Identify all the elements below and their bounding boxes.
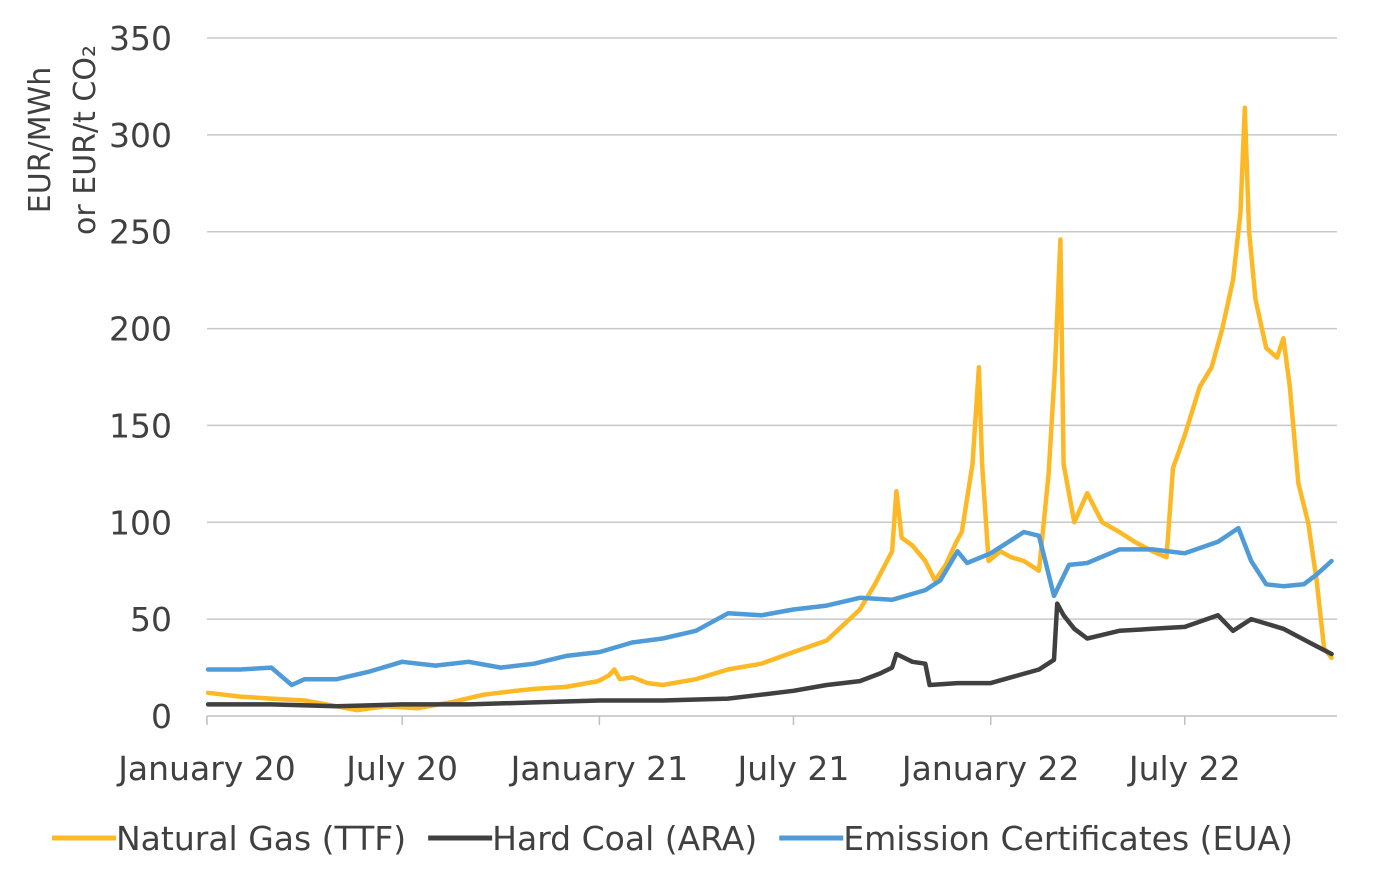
x-tick-label: July 20 — [344, 749, 458, 788]
series-line-3 — [205, 525, 1334, 688]
x-tick-label: January 21 — [509, 749, 689, 788]
series-line-1 — [205, 105, 1334, 713]
y-axis-title: EUR/MWh or EUR/t CO₂ — [23, 45, 103, 235]
x-tick-label: January 20 — [116, 749, 296, 788]
y-tick-labels: 0 50 100 150 200 250 300 350 — [109, 19, 172, 736]
y-tick-label: 250 — [109, 213, 172, 252]
series-lines — [205, 105, 1334, 713]
gridlines — [207, 37, 1337, 717]
y-tick-label: 150 — [109, 406, 172, 445]
y-axis-title-line2: or EUR/t CO₂ — [68, 45, 103, 235]
legend: Natural Gas (TTF) Hard Coal (ARA) Emission… — [52, 819, 1293, 858]
x-tick-label: July 21 — [736, 749, 850, 788]
y-tick-label: 100 — [109, 503, 172, 542]
x-tick-label: January 22 — [900, 749, 1080, 788]
y-tick-label: 350 — [109, 19, 172, 58]
y-tick-label: 300 — [109, 116, 172, 155]
legend-label: Hard Coal (ARA) — [492, 819, 757, 858]
legend-label: Natural Gas (TTF) — [116, 819, 406, 858]
x-tick-labels: January 20 July 20 January 21 July 21 Januar… — [116, 716, 1241, 788]
y-tick-label: 50 — [130, 600, 172, 639]
y-tick-label: 0 — [151, 697, 172, 736]
legend-label: Emission Certificates (EUA) — [843, 819, 1293, 858]
series-line-2 — [205, 601, 1334, 709]
x-tick-label: July 22 — [1127, 749, 1241, 788]
y-axis-title-line1: EUR/MWh — [23, 67, 58, 213]
y-tick-label: 200 — [109, 310, 172, 349]
